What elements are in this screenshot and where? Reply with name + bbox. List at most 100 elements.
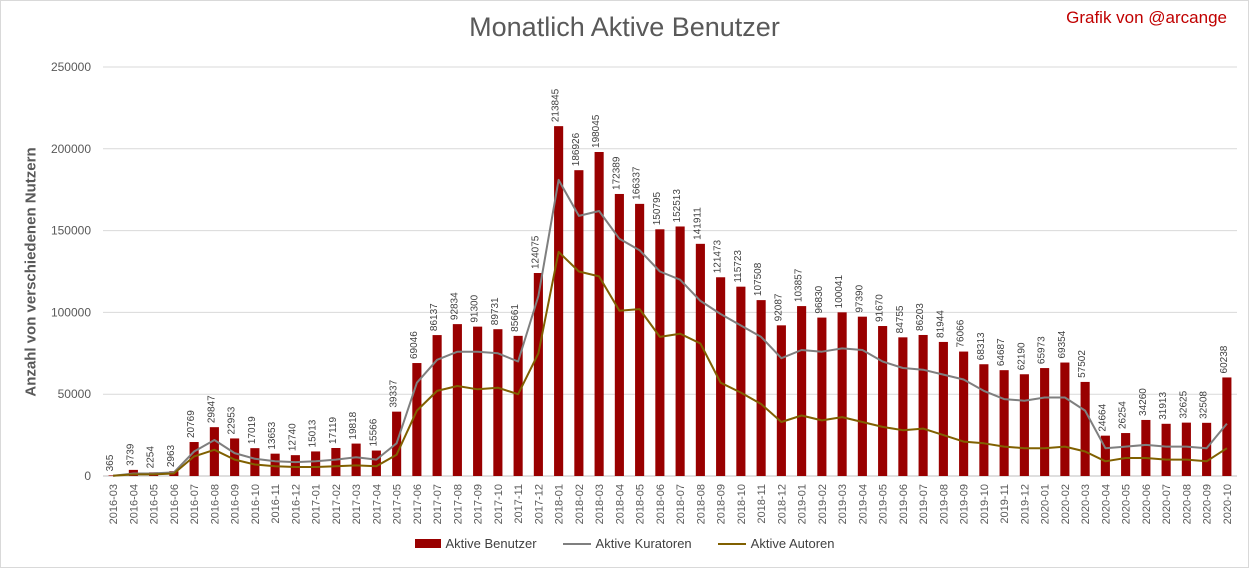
chart-credit: Grafik von @arcange — [1066, 8, 1227, 27]
x-tick-label: 2018-11 — [756, 484, 768, 524]
bar-2020-03 — [1080, 381, 1090, 476]
data-label: 166337 — [632, 166, 643, 200]
data-label: 84755 — [895, 305, 906, 333]
data-label: 76066 — [956, 319, 967, 347]
bar-2019-01 — [797, 306, 807, 476]
data-label: 29847 — [206, 395, 217, 423]
x-tick-label: 2016-11 — [270, 484, 282, 524]
data-label: 365 — [105, 454, 116, 471]
bar-series — [108, 126, 1232, 476]
x-tick-label: 2019-04 — [857, 484, 869, 524]
data-label: 31913 — [1158, 392, 1169, 420]
x-tick-label: 2017-10 — [493, 484, 505, 524]
data-label: 62190 — [1016, 342, 1027, 370]
bar-2017-11 — [513, 335, 523, 476]
data-label: 91670 — [875, 294, 886, 322]
x-tick-label: 2018-08 — [695, 484, 707, 524]
legend-swatch-bar — [414, 539, 441, 548]
data-label: 60238 — [1219, 345, 1230, 373]
x-tick-label: 2018-01 — [554, 484, 566, 524]
data-label: 3739 — [125, 443, 136, 466]
bar-2020-08 — [1181, 422, 1191, 476]
data-label: 20769 — [186, 410, 197, 438]
x-tick-label: 2017-04 — [371, 484, 383, 524]
legend-label: Aktive Autoren — [750, 536, 835, 551]
data-label: 89731 — [490, 297, 501, 325]
data-label: 152513 — [672, 189, 683, 223]
x-tick-label: 2018-12 — [776, 484, 788, 524]
bar-2018-08 — [695, 243, 705, 476]
bar-2017-12 — [533, 273, 543, 476]
bar-2017-10 — [493, 329, 503, 476]
data-label: 92087 — [773, 293, 784, 321]
bar-2019-09 — [959, 351, 969, 476]
bar-2017-01 — [311, 451, 321, 476]
bar-2017-04 — [371, 450, 381, 476]
data-label: 141911 — [692, 207, 703, 240]
y-tick-label: 50000 — [58, 387, 92, 401]
x-tick-label: 2020-07 — [1161, 484, 1173, 524]
data-label: 19818 — [348, 411, 359, 439]
data-label: 97390 — [854, 284, 865, 312]
x-tick-label: 2019-02 — [817, 484, 829, 524]
data-label: 69046 — [409, 331, 420, 359]
x-tick-label: 2017-05 — [392, 484, 404, 524]
data-label: 213845 — [551, 88, 562, 122]
bar-2018-07 — [675, 226, 685, 476]
x-tick-label: 2020-03 — [1080, 484, 1092, 524]
x-tick-label: 2016-12 — [290, 484, 302, 524]
legend-item-kuratoren: Aktive Kuratoren — [562, 536, 692, 551]
data-label: 186926 — [571, 132, 582, 166]
bar-2016-08 — [209, 427, 219, 476]
x-tick-labels: 2016-03 2016-04 2016-05 2016-06 2016-07 2016-… — [108, 484, 1234, 524]
data-label: 107508 — [753, 262, 764, 296]
data-label: 34260 — [1138, 388, 1149, 416]
data-label: 91300 — [470, 294, 481, 322]
data-label: 100041 — [834, 275, 845, 309]
data-label: 39337 — [389, 379, 400, 407]
x-tick-label: 2019-05 — [878, 484, 890, 524]
bar-2017-09 — [473, 326, 483, 476]
bar-2017-07 — [432, 335, 442, 476]
bar-2020-07 — [1161, 423, 1171, 476]
data-label: 86203 — [915, 303, 926, 331]
x-tick-label: 2016-06 — [169, 484, 181, 524]
bar-2018-04 — [614, 193, 624, 476]
bar-2017-02 — [331, 447, 341, 476]
bar-2016-11 — [270, 453, 280, 476]
y-tick-label: 150000 — [51, 224, 91, 238]
data-label: 17019 — [247, 416, 258, 444]
legend-label: Aktive Kuratoren — [595, 536, 692, 551]
data-label: 96830 — [814, 285, 825, 313]
data-label: 15566 — [368, 418, 379, 446]
line-series-1 — [112, 178, 1228, 477]
legend-label: Aktive Benutzer — [445, 536, 537, 551]
bar-2019-06 — [898, 337, 908, 476]
x-tick-label: 2019-11 — [999, 484, 1011, 524]
x-tick-label: 2017-09 — [473, 484, 485, 524]
bar-2020-02 — [1060, 362, 1070, 476]
bar-2020-04 — [1100, 435, 1110, 476]
line-series-2 — [113, 250, 1228, 477]
data-label: 121473 — [713, 239, 724, 273]
x-tick-label: 2020-06 — [1141, 484, 1153, 524]
bar-2017-06 — [412, 363, 422, 476]
legend-swatch-line — [717, 542, 746, 545]
bar-2018-01 — [554, 126, 564, 476]
x-tick-label: 2016-04 — [128, 484, 140, 524]
x-tick-label: 2018-06 — [655, 484, 667, 524]
data-label: 172389 — [611, 156, 622, 190]
x-tick-label: 2017-03 — [351, 484, 363, 524]
bar-2019-04 — [857, 316, 867, 476]
data-label: 12740 — [287, 423, 298, 451]
x-tick-label: 2019-12 — [1019, 484, 1031, 524]
x-tick-label: 2020-09 — [1202, 484, 1214, 524]
x-tick-label: 2019-09 — [959, 484, 971, 524]
data-label: 85661 — [510, 304, 521, 332]
x-tick-label: 2016-09 — [230, 484, 242, 524]
data-label: 81944 — [935, 310, 946, 338]
bar-2018-02 — [574, 170, 584, 476]
x-tick-label: 2018-09 — [716, 484, 728, 524]
x-tick-label: 2017-11 — [513, 484, 525, 524]
